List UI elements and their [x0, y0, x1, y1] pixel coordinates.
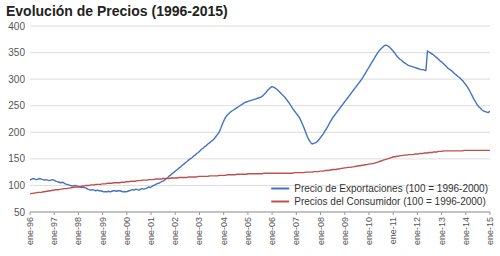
x-tick [102, 212, 103, 215]
x-tick [151, 212, 152, 215]
x-tick [199, 212, 200, 215]
x-tick-label: ene-14 [461, 217, 471, 245]
x-tick-label: ene-01 [146, 217, 156, 245]
x-tick [393, 212, 394, 215]
x-tick-label: ene-12 [412, 217, 422, 245]
x-tick [78, 212, 79, 215]
legend-swatch [271, 201, 289, 203]
x-tick [368, 212, 369, 215]
y-grid [30, 26, 490, 212]
x-tick-label: ene-03 [194, 217, 204, 245]
x-tick-label: ene-10 [364, 217, 374, 245]
grid-line [30, 158, 490, 159]
y-tick-label: 100 [8, 180, 25, 191]
lines [30, 45, 490, 194]
x-tick [490, 212, 491, 215]
grid-line [30, 212, 490, 213]
x-tick-label: ene-13 [437, 217, 447, 245]
y-tick-label: 300 [8, 74, 25, 85]
x-tick-label: ene-00 [122, 217, 132, 245]
title: Evolución de Precios (1996-2015) [6, 3, 228, 19]
y-tick-label: 150 [8, 153, 25, 164]
x-tick [30, 212, 31, 215]
grid-line [30, 79, 490, 80]
y-tick-label: 250 [8, 100, 25, 111]
x-tick-label: ene-02 [170, 217, 180, 245]
x-tick [126, 212, 127, 215]
x-tick-label: ene-98 [73, 217, 83, 245]
x-tick-label: ene-15 [485, 217, 495, 245]
y-tick-label: 350 [8, 47, 25, 58]
grid-line [30, 52, 490, 53]
x-tick [441, 212, 442, 215]
y-tick-label: 50 [14, 207, 26, 218]
legend-label: Precio de Exportaciones (100 = 1996-2000… [294, 183, 488, 194]
x-axis-line [30, 212, 490, 213]
legend: Precio de Exportaciones (100 = 1996-2000… [271, 183, 488, 207]
y-tick-label: 200 [8, 127, 25, 138]
x-tick-label: ene-06 [267, 217, 277, 245]
x-tick-label: ene-08 [316, 217, 326, 245]
y-tick-label: 400 [8, 21, 25, 32]
legend-label: Precios del Consumidor (100 = 1996-2000) [294, 196, 486, 207]
x-tick-label: ene-96 [25, 217, 35, 245]
x-tick [465, 212, 466, 215]
x-tick [175, 212, 176, 215]
x-tick-label: ene-05 [243, 217, 253, 245]
x-tick [54, 212, 55, 215]
series-line [30, 45, 490, 192]
series-line [30, 150, 490, 194]
legend-swatch [271, 188, 289, 190]
x-tick-label: ene-97 [49, 217, 59, 245]
x-tick [417, 212, 418, 215]
x-tick [247, 212, 248, 215]
chart: Evolución de Precios (1996-2015) 50 100 150… [0, 0, 500, 256]
x-tick [344, 212, 345, 215]
x-tick-label: ene-04 [219, 217, 229, 245]
x-tick-label: ene-11 [388, 217, 398, 244]
x-tick [320, 212, 321, 215]
x-tick-label: ene-09 [340, 217, 350, 245]
grid-line [30, 26, 490, 27]
x-tick [272, 212, 273, 215]
x-tick [223, 212, 224, 215]
x-tick [296, 212, 297, 215]
grid-line [30, 105, 490, 106]
x-tick-label: ene-07 [291, 217, 301, 245]
grid-line [30, 132, 490, 133]
x-tick-label: ene-99 [98, 217, 108, 245]
